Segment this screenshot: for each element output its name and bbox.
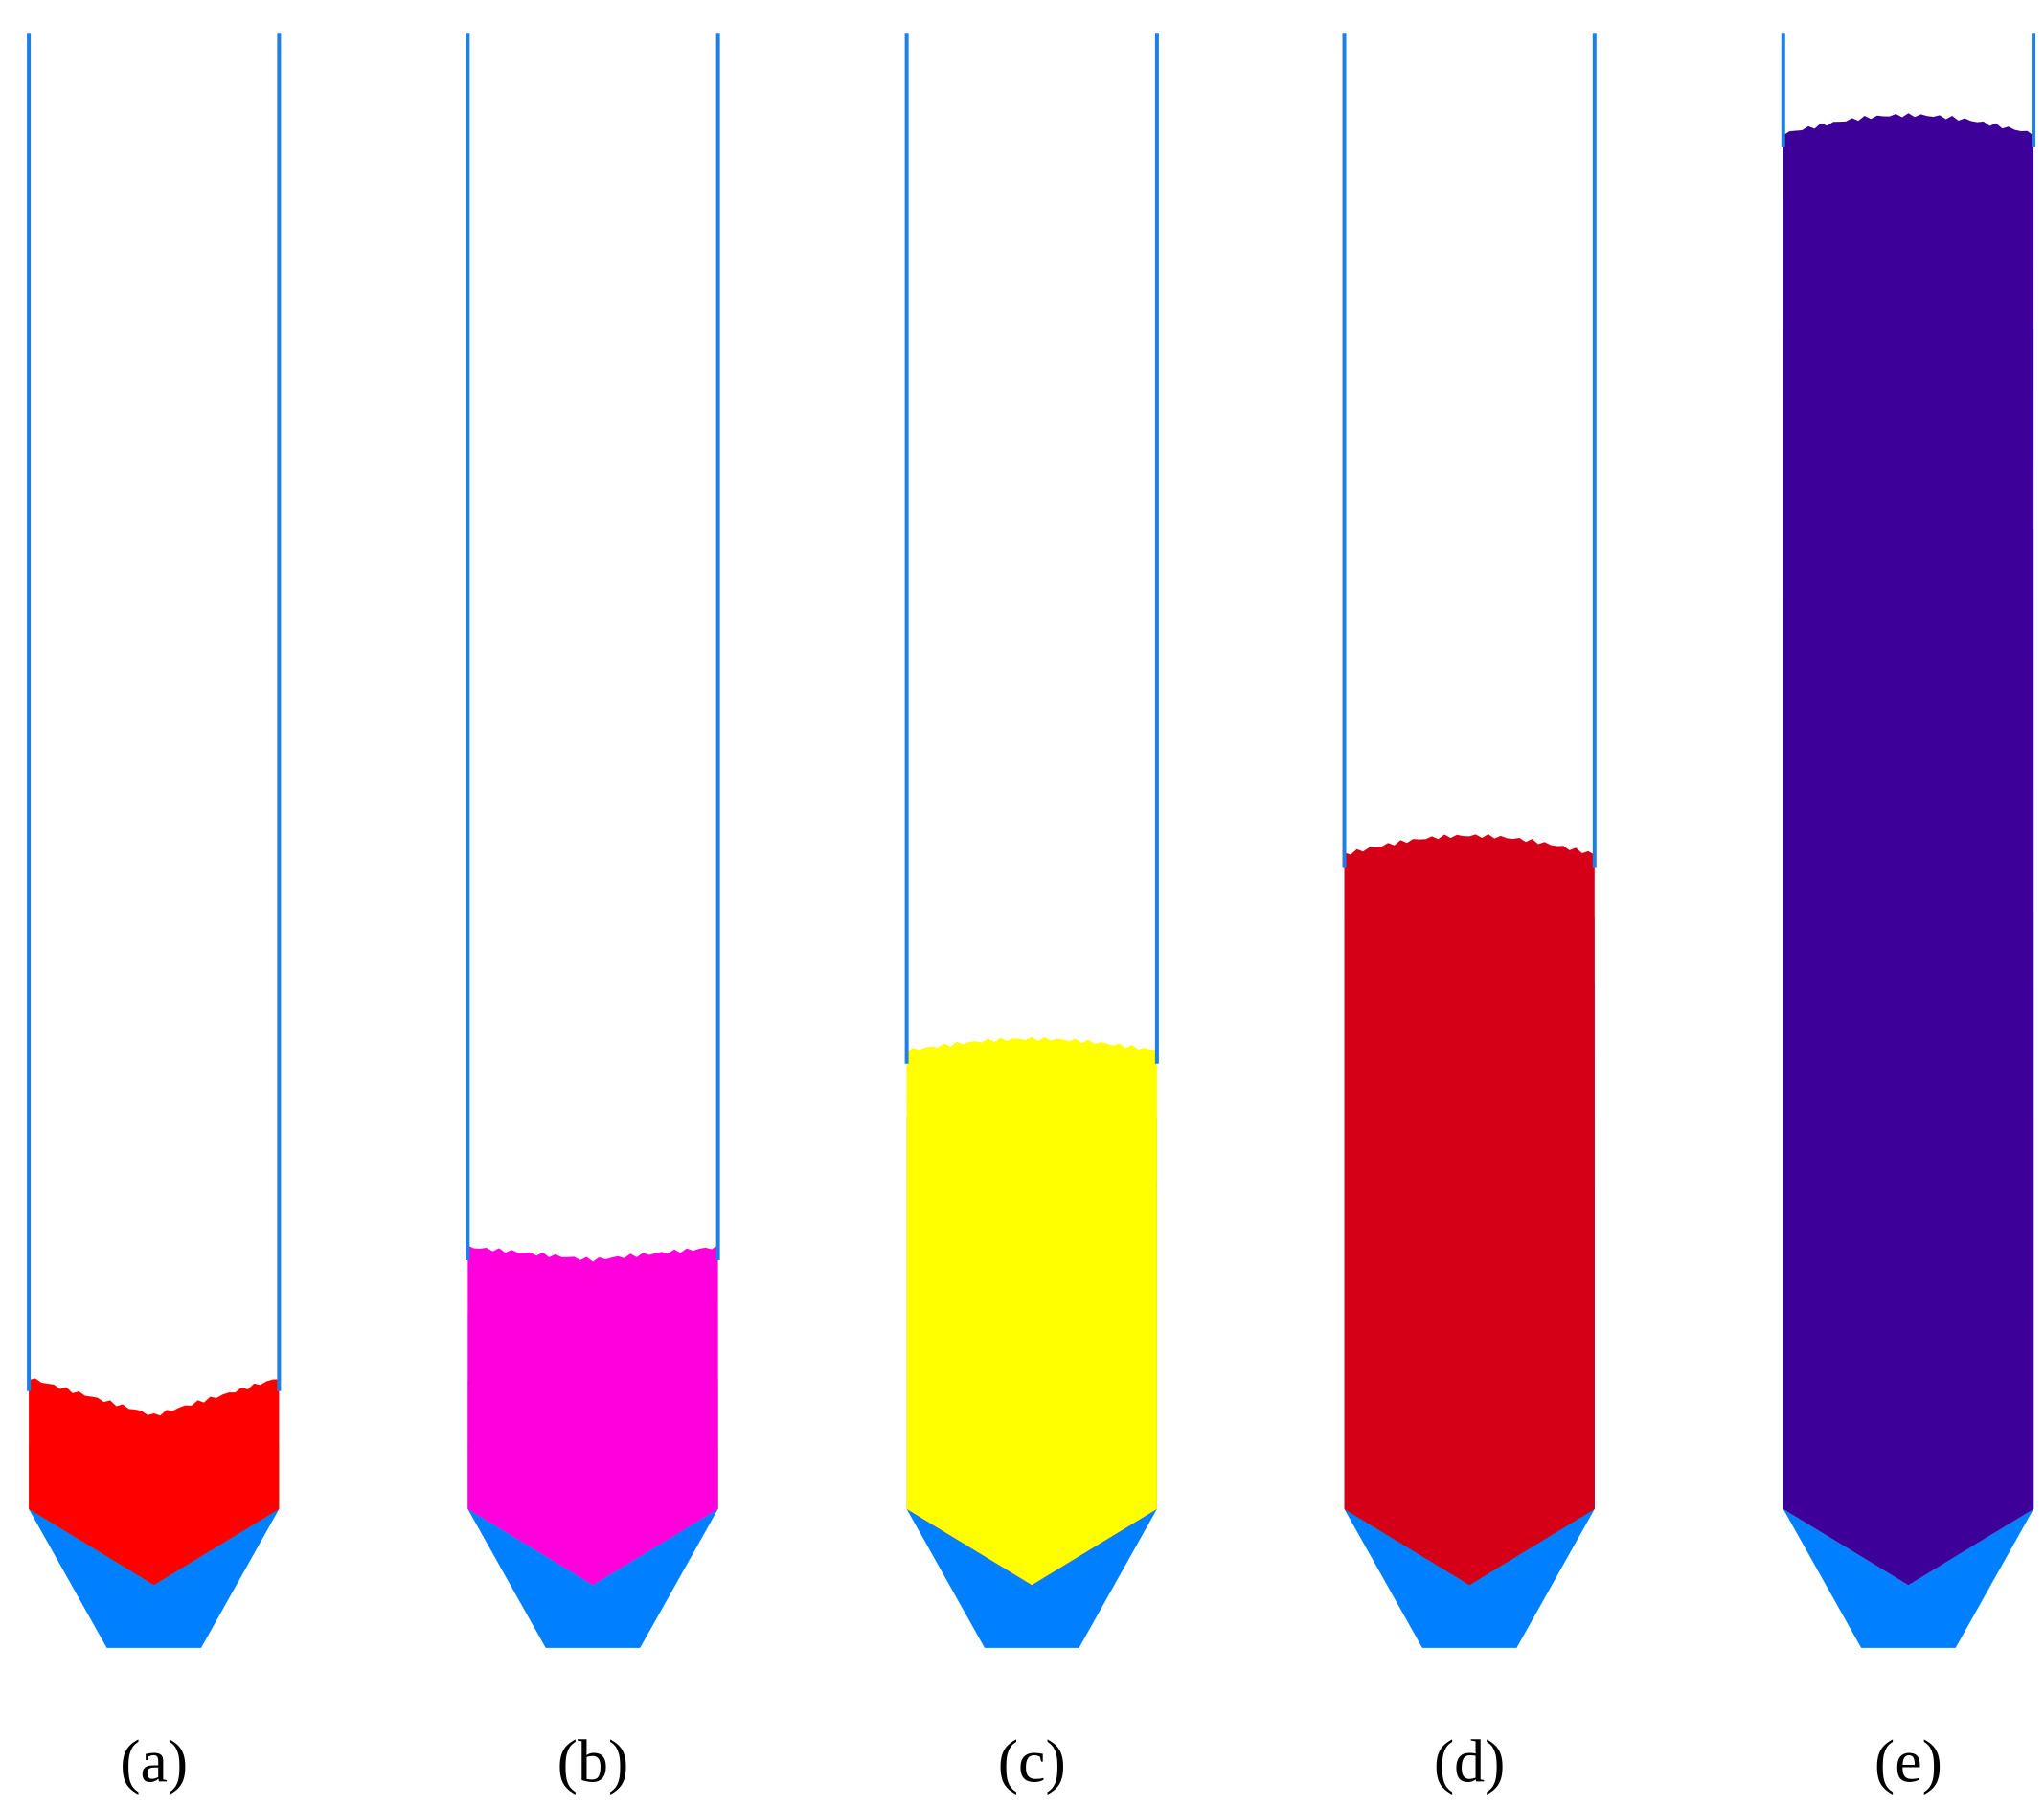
panel-label: (e) — [1874, 1727, 1942, 1795]
silo-panel-c: (c) — [904, 33, 1159, 1795]
silo-panel-d: (d) — [1342, 33, 1597, 1795]
silo-panel-b: (b) — [466, 33, 720, 1795]
panels: (a) (b) (c) (d) (e) — [27, 33, 2036, 1795]
panel-label: (b) — [557, 1727, 629, 1795]
panel-label: (a) — [120, 1727, 188, 1795]
material-layer — [1344, 834, 1595, 1586]
silo-panel-a: (a) — [27, 33, 282, 1795]
panel-label: (d) — [1434, 1727, 1506, 1795]
material-layer — [906, 1036, 1157, 1586]
silo-panel-e: (e) — [1781, 33, 2036, 1795]
material-layer — [1783, 113, 2034, 1586]
panel-label: (c) — [998, 1727, 1066, 1795]
material-layer — [29, 1378, 280, 1586]
material-layer — [467, 1245, 718, 1586]
